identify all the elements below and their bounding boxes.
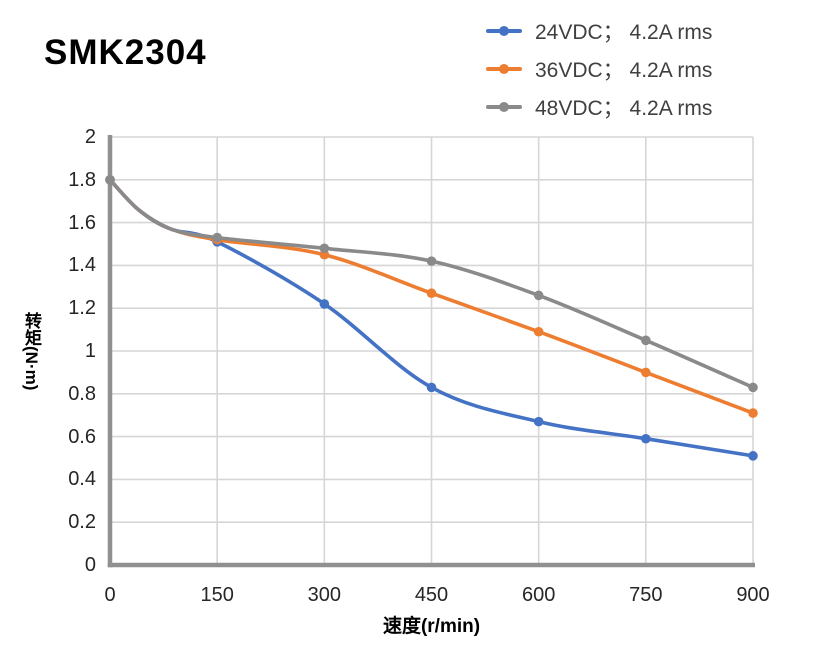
y-tick-label: 0.4 bbox=[68, 468, 96, 491]
x-axis-title: 速度(r/min) bbox=[382, 616, 481, 637]
y-tick-label: 2 bbox=[84, 126, 96, 148]
legend-dot bbox=[499, 64, 509, 74]
series-48vdc-point bbox=[533, 290, 544, 301]
legend-item-36vdc: 36VDC； 4.2A rms bbox=[486, 50, 712, 88]
y-tick-label: 0.2 bbox=[68, 511, 96, 534]
series-48vdc-line bbox=[108, 178, 755, 390]
series-48vdc-point bbox=[319, 243, 330, 254]
y-tick-label: 1.2 bbox=[68, 297, 96, 320]
legend-item-48vdc: 48VDC； 4.2A rms bbox=[486, 88, 712, 126]
legend-line-marker-icon bbox=[486, 26, 522, 36]
x-tick-label: 300 bbox=[307, 584, 342, 606]
y-tick-label: 1.6 bbox=[68, 211, 96, 234]
series-48vdc-point bbox=[748, 382, 758, 393]
y-tick-label: 0.8 bbox=[68, 382, 96, 405]
x-tick-label: 900 bbox=[736, 584, 770, 606]
series-36vdc-point bbox=[426, 288, 437, 299]
series-24vdc-point bbox=[641, 433, 651, 444]
x-tick-label: 0 bbox=[104, 584, 116, 606]
x-tick-label: 450 bbox=[414, 584, 449, 606]
legend-line-marker-icon bbox=[486, 102, 522, 112]
legend-line-marker-icon bbox=[486, 64, 522, 74]
x-tick-label: 600 bbox=[521, 584, 556, 606]
y-tick-label: 0.6 bbox=[68, 425, 96, 448]
y-axis-title: 转矩(N·m) bbox=[22, 311, 41, 391]
series-36vdc-point bbox=[748, 408, 758, 418]
series-48vdc-point bbox=[426, 256, 437, 266]
legend-item-24vdc: 24VDC； 4.2A rms bbox=[486, 12, 712, 50]
chart-title: SMK2304 bbox=[44, 33, 207, 72]
series-36vdc-point bbox=[641, 367, 651, 378]
series-48vdc-point bbox=[212, 232, 222, 243]
series-24vdc-point bbox=[748, 451, 758, 461]
series-24vdc-point bbox=[319, 299, 330, 309]
series-24vdc-point bbox=[533, 416, 544, 427]
legend-label: 48VDC； 4.2A rms bbox=[535, 97, 713, 120]
series-48vdc-point bbox=[105, 175, 115, 185]
legend-dot bbox=[499, 102, 509, 112]
legend-label: 24VDC； 4.2A rms bbox=[535, 21, 713, 44]
y-tick-label: 1 bbox=[84, 340, 96, 362]
x-tick-label: 750 bbox=[629, 584, 663, 606]
y-tick-label: 1.8 bbox=[68, 168, 96, 191]
series-48vdc-point bbox=[641, 335, 651, 346]
legend: 24VDC； 4.2A rms 36VDC； 4.2A rms 48VDC； 4.2… bbox=[486, 12, 712, 126]
series-24vdc-point bbox=[426, 382, 437, 393]
x-tick-label: 150 bbox=[200, 584, 234, 606]
gridlines bbox=[110, 136, 754, 565]
legend-dot bbox=[499, 26, 509, 36]
y-tick-label: 1.4 bbox=[68, 254, 96, 277]
y-tick-label: 0 bbox=[84, 554, 96, 576]
legend-label: 36VDC； 4.2A rms bbox=[535, 59, 713, 82]
series-36vdc-point bbox=[533, 326, 544, 337]
series-48vdc-markers bbox=[105, 175, 758, 393]
